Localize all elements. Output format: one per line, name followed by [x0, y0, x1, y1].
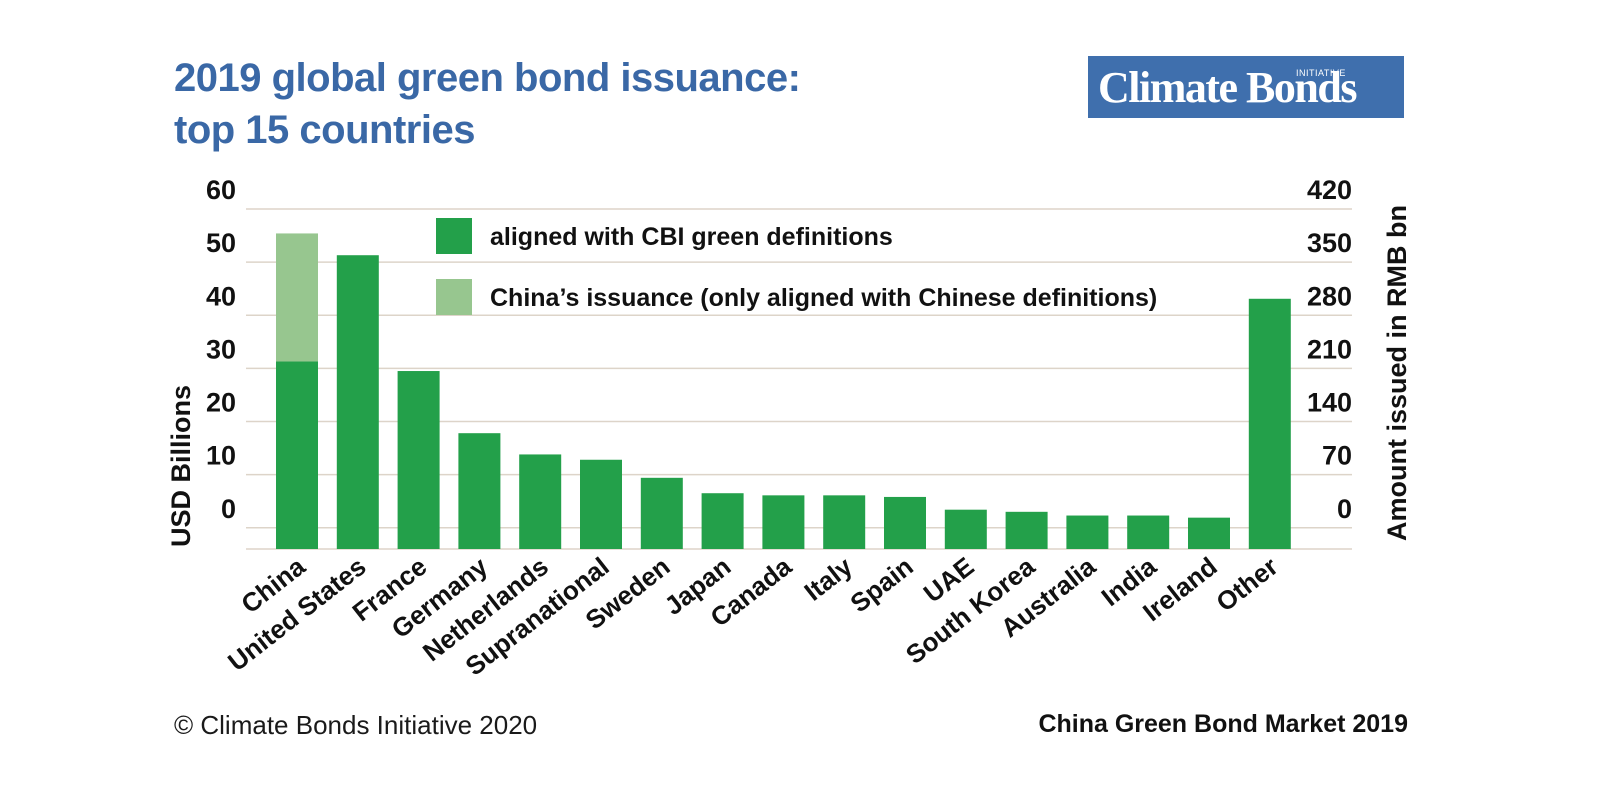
right-axis-ticks: 0 70 140 210 280 350 420	[1307, 175, 1352, 524]
bar-canada	[762, 495, 805, 549]
climate-bonds-logo: Climate Bonds INITIATIVE	[1088, 56, 1404, 118]
left-tick-label: 60	[206, 175, 236, 205]
bar-netherlands	[519, 454, 562, 549]
bar-south-korea	[1005, 511, 1048, 549]
legend: aligned with CBI green definitions China’…	[436, 218, 1157, 315]
left-tick-label: 20	[206, 388, 236, 418]
legend-label: China’s issuance (only aligned with Chin…	[490, 284, 1157, 312]
right-tick-label: 210	[1307, 334, 1352, 364]
logo-sub-text: INITIATIVE	[1296, 68, 1346, 78]
chart-title: 2019 global green bond issuance: top 15 …	[174, 52, 801, 156]
title-line-2: top 15 countries	[174, 108, 475, 152]
legend-swatch	[436, 218, 472, 254]
legend-swatch	[436, 279, 472, 315]
left-tick-label: 30	[206, 334, 236, 364]
legend-label: aligned with CBI green definitions	[490, 223, 893, 251]
right-tick-label: 0	[1337, 494, 1352, 524]
right-tick-label: 420	[1307, 175, 1352, 205]
bar-uae	[944, 509, 987, 549]
bar-france	[397, 371, 440, 549]
bar-spain	[884, 496, 926, 549]
bar-australia	[1066, 515, 1109, 549]
report-name: China Green Bond Market 2019	[1038, 710, 1408, 738]
right-tick-label: 280	[1307, 281, 1352, 311]
copyright-notice: © Climate Bonds Initiative 2020	[174, 710, 538, 740]
right-axis-label: Amount issued in RMB bn	[1382, 205, 1412, 541]
bar-india	[1127, 515, 1170, 549]
bar-united-states	[336, 255, 379, 549]
bar-italy	[823, 495, 866, 549]
bar-japan	[701, 493, 744, 549]
title-line-1: 2019 global green bond issuance:	[174, 56, 801, 100]
left-axis-label: USD Billions	[166, 385, 196, 547]
left-tick-label: 0	[221, 494, 236, 524]
right-tick-label: 350	[1307, 228, 1352, 258]
bars	[276, 233, 1291, 549]
bar-sweden	[640, 477, 683, 549]
logo-main-text: Climate Bonds	[1098, 63, 1357, 112]
left-tick-label: 10	[206, 441, 236, 471]
left-tick-label: 50	[206, 228, 236, 258]
left-axis-ticks: 0 10 20 30 40 50 60	[206, 175, 236, 524]
bar-other	[1248, 298, 1291, 549]
bar-china-china-only	[276, 233, 318, 362]
bar-ireland	[1188, 517, 1230, 549]
left-tick-label: 40	[206, 281, 236, 311]
right-tick-label: 140	[1307, 388, 1352, 418]
category-label: Other	[1210, 551, 1283, 617]
right-tick-label: 70	[1322, 441, 1352, 471]
bar-china	[276, 361, 318, 549]
category-label: Spain	[844, 551, 918, 618]
bar-germany	[458, 433, 501, 549]
bar-supranational	[580, 459, 622, 549]
